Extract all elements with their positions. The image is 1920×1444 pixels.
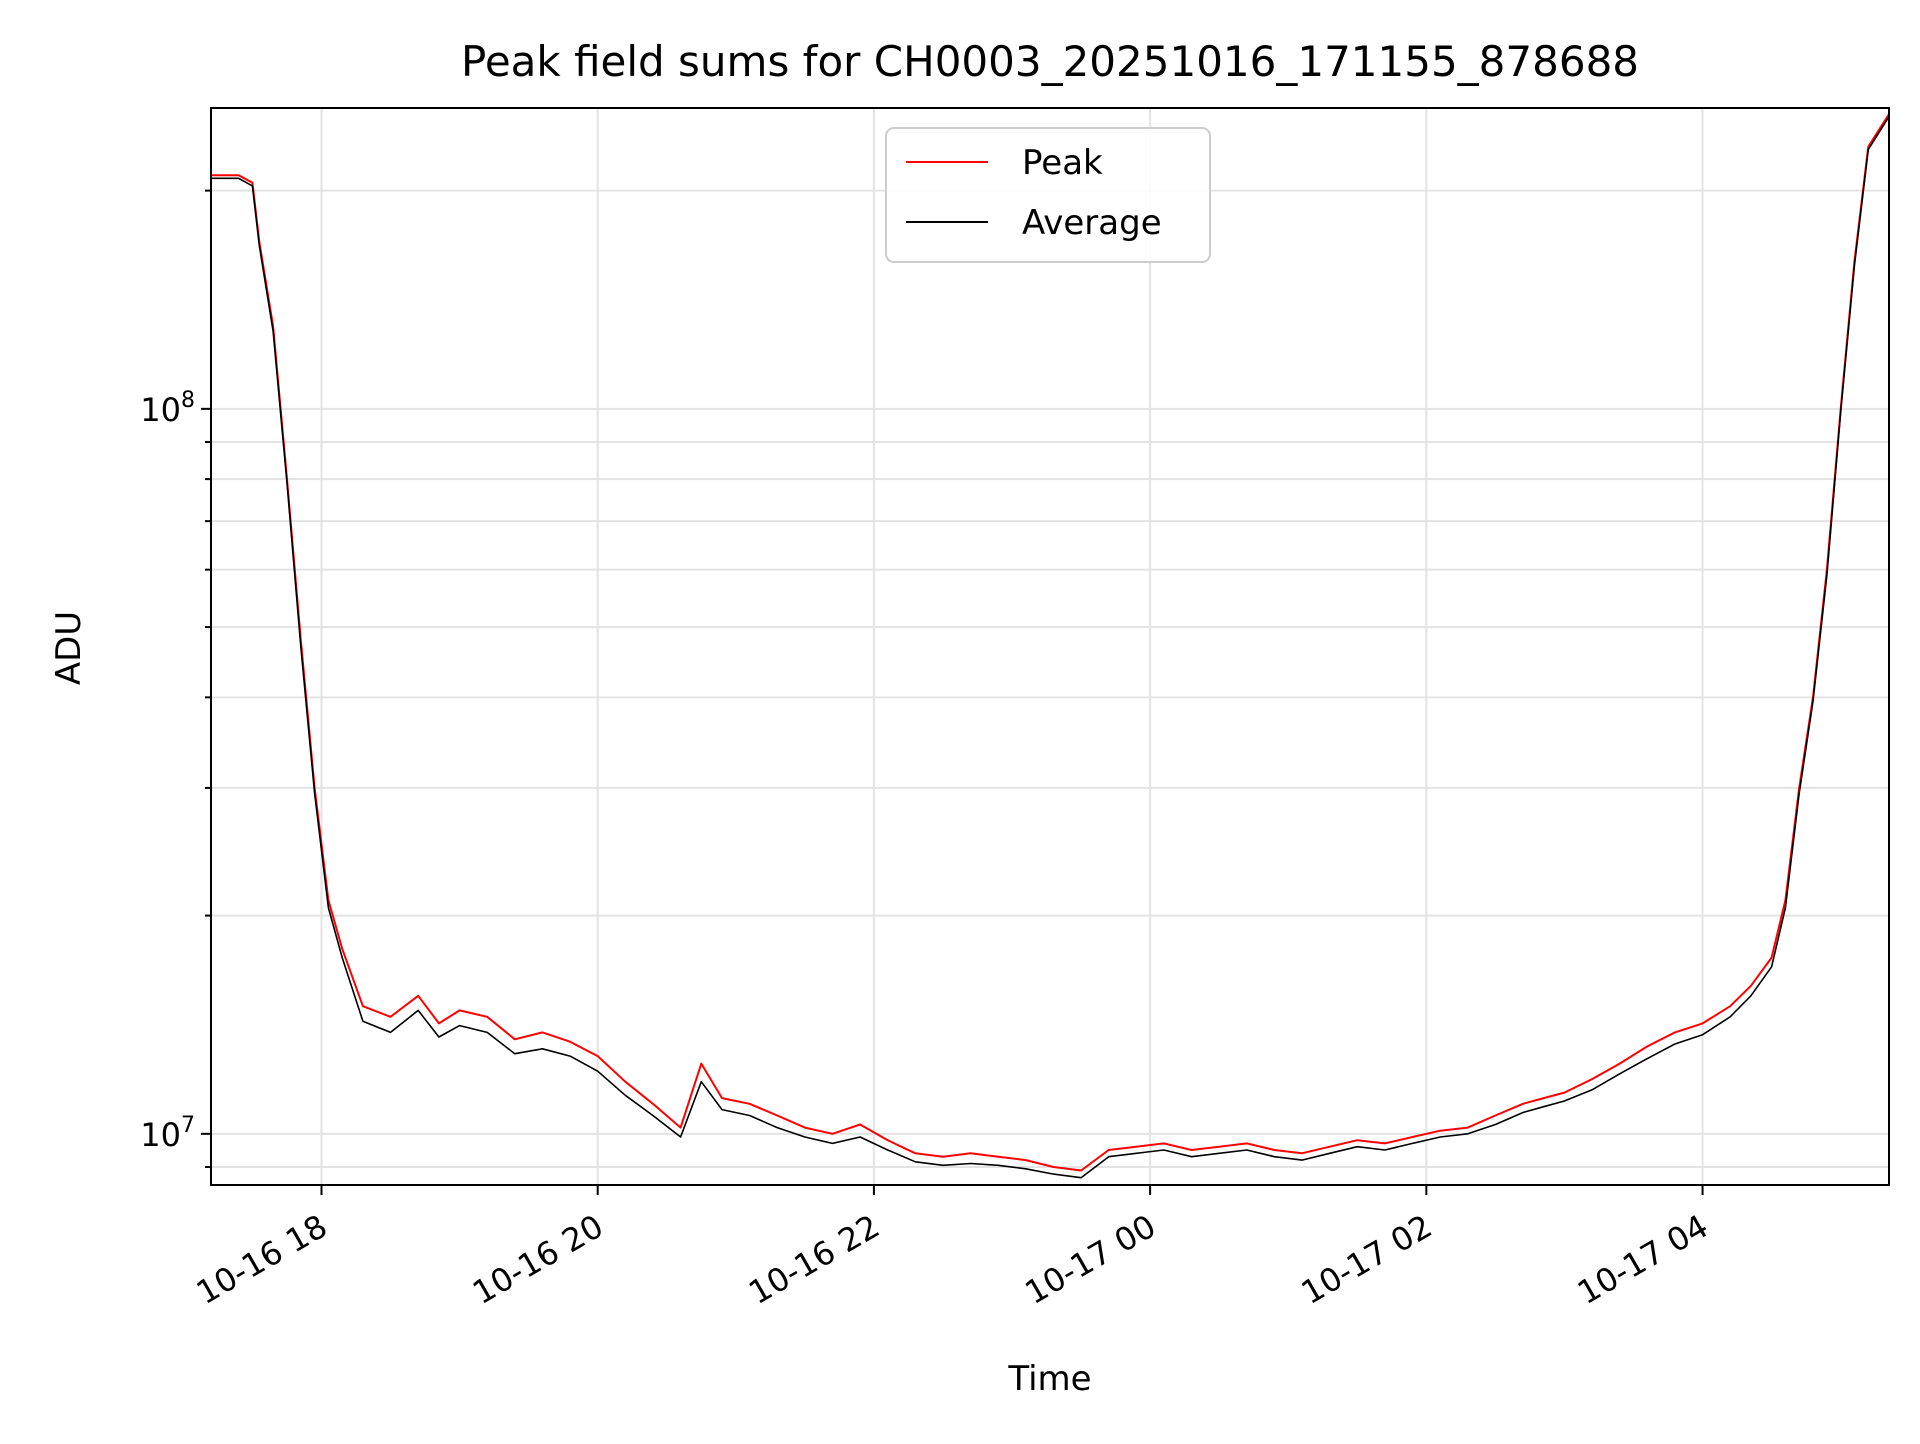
legend-label-average: Average	[1022, 203, 1162, 243]
y-axis-label: ADU	[49, 611, 89, 685]
y-tick-label: 108	[140, 388, 195, 429]
y-tick-label: 107	[140, 1113, 195, 1154]
series-layer	[211, 113, 1890, 1179]
series-line-peak	[211, 113, 1890, 1172]
legend: Peak Average	[885, 127, 1211, 263]
series-line-average	[211, 116, 1890, 1179]
chart-title: Peak field sums for CH0003_20251016_1711…	[461, 37, 1639, 86]
grid-layer	[211, 108, 1889, 1185]
plot-frame	[210, 107, 1890, 1186]
x-axis-label: Time	[1007, 1359, 1091, 1399]
legend-label-peak: Peak	[1022, 143, 1103, 183]
